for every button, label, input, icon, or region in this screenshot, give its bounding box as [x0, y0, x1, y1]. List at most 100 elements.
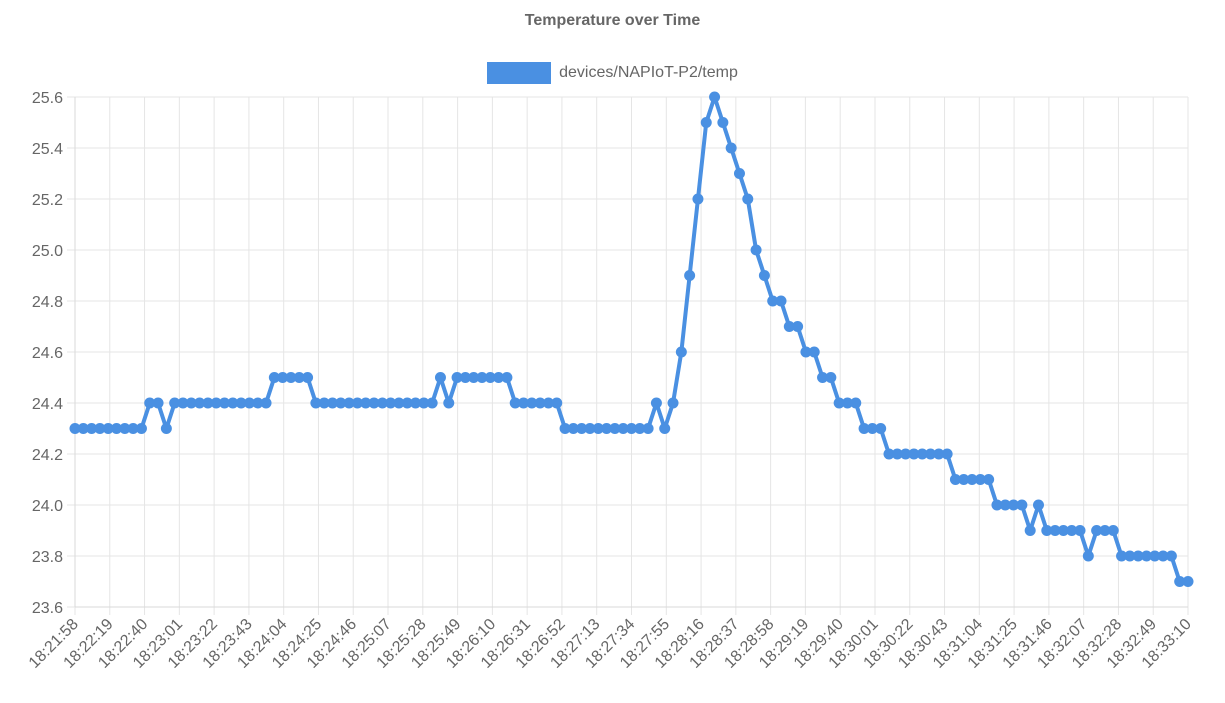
data-point	[684, 270, 696, 281]
data-point	[875, 423, 887, 434]
data-point	[717, 117, 729, 128]
data-point	[277, 372, 289, 383]
data-point	[144, 397, 156, 409]
data-point	[617, 423, 629, 434]
data-point	[227, 397, 239, 409]
data-point	[559, 423, 571, 434]
data-point	[999, 499, 1011, 511]
data-point	[252, 397, 264, 409]
data-point	[941, 448, 953, 460]
data-point	[152, 397, 164, 409]
data-point	[493, 372, 505, 383]
data-point	[808, 346, 820, 358]
data-point	[758, 270, 770, 281]
data-point	[1149, 550, 1161, 562]
data-point	[360, 397, 372, 409]
data-point	[86, 423, 98, 434]
data-point	[667, 397, 679, 409]
data-point	[160, 423, 172, 434]
legend[interactable]: devices/NAPIoT-P2/temp	[0, 62, 1225, 84]
data-point	[542, 397, 554, 409]
data-point	[368, 397, 380, 409]
data-point	[260, 397, 272, 409]
data-point	[235, 397, 247, 409]
data-point	[484, 372, 496, 383]
data-point	[983, 474, 995, 485]
data-point	[293, 372, 305, 383]
y-tick-label: 24.8	[32, 294, 63, 311]
data-point	[94, 423, 106, 434]
data-point	[1140, 550, 1152, 562]
data-point	[742, 193, 754, 205]
data-point	[650, 397, 662, 409]
data-point	[609, 423, 621, 434]
data-point	[626, 423, 637, 434]
data-point	[451, 372, 463, 383]
data-point	[310, 397, 322, 409]
data-point	[908, 448, 920, 460]
data-point	[285, 372, 297, 383]
data-point	[700, 117, 712, 128]
data-point	[1041, 525, 1053, 536]
data-point	[1182, 576, 1194, 587]
data-point	[1074, 525, 1086, 536]
data-point	[692, 193, 704, 205]
data-point	[385, 397, 397, 409]
data-point	[501, 372, 513, 383]
y-tick-label: 25.0	[32, 243, 63, 260]
data-point	[69, 423, 81, 434]
data-point	[891, 448, 903, 460]
data-point	[592, 423, 604, 434]
data-point	[1174, 576, 1186, 587]
data-point	[800, 346, 812, 358]
data-point	[135, 423, 147, 434]
data-point	[194, 397, 206, 409]
data-point	[817, 372, 829, 383]
chart-title: Temperature over Time	[524, 12, 701, 29]
data-point	[410, 397, 422, 409]
data-point	[127, 423, 139, 434]
y-tick-label: 24.0	[32, 498, 63, 515]
data-point	[77, 423, 89, 434]
y-tick-label: 25.2	[32, 192, 63, 209]
data-point	[858, 423, 870, 434]
data-point	[393, 397, 405, 409]
data-point	[792, 321, 804, 332]
data-point	[991, 499, 1003, 511]
data-point	[318, 397, 330, 409]
data-point	[1099, 525, 1111, 536]
legend-label[interactable]: devices/NAPIoT-P2/temp	[559, 64, 738, 81]
data-point	[974, 474, 986, 485]
data-point	[916, 448, 928, 460]
data-point	[1082, 550, 1094, 562]
data-point	[1049, 525, 1061, 536]
data-point	[659, 423, 671, 434]
data-point	[476, 372, 488, 383]
data-point	[111, 423, 123, 434]
data-point	[468, 372, 480, 383]
data-point	[601, 423, 613, 434]
data-point	[434, 372, 446, 383]
data-point	[900, 448, 912, 460]
data-point	[725, 142, 737, 154]
y-tick-label: 23.6	[32, 600, 63, 617]
data-point	[1091, 525, 1103, 536]
data-point	[833, 397, 845, 409]
data-point	[709, 91, 721, 103]
data-point	[1157, 550, 1169, 562]
data-point	[642, 423, 654, 434]
data-point	[202, 397, 214, 409]
data-point	[443, 397, 455, 409]
data-point	[925, 448, 937, 460]
data-point	[966, 474, 978, 485]
data-point	[567, 423, 579, 434]
data-point	[1016, 499, 1028, 511]
y-tick-label: 25.4	[32, 141, 63, 158]
data-point	[177, 397, 189, 409]
legend-swatch[interactable]	[487, 62, 552, 84]
data-point	[243, 397, 255, 409]
data-point	[551, 397, 563, 409]
data-point	[335, 397, 347, 409]
